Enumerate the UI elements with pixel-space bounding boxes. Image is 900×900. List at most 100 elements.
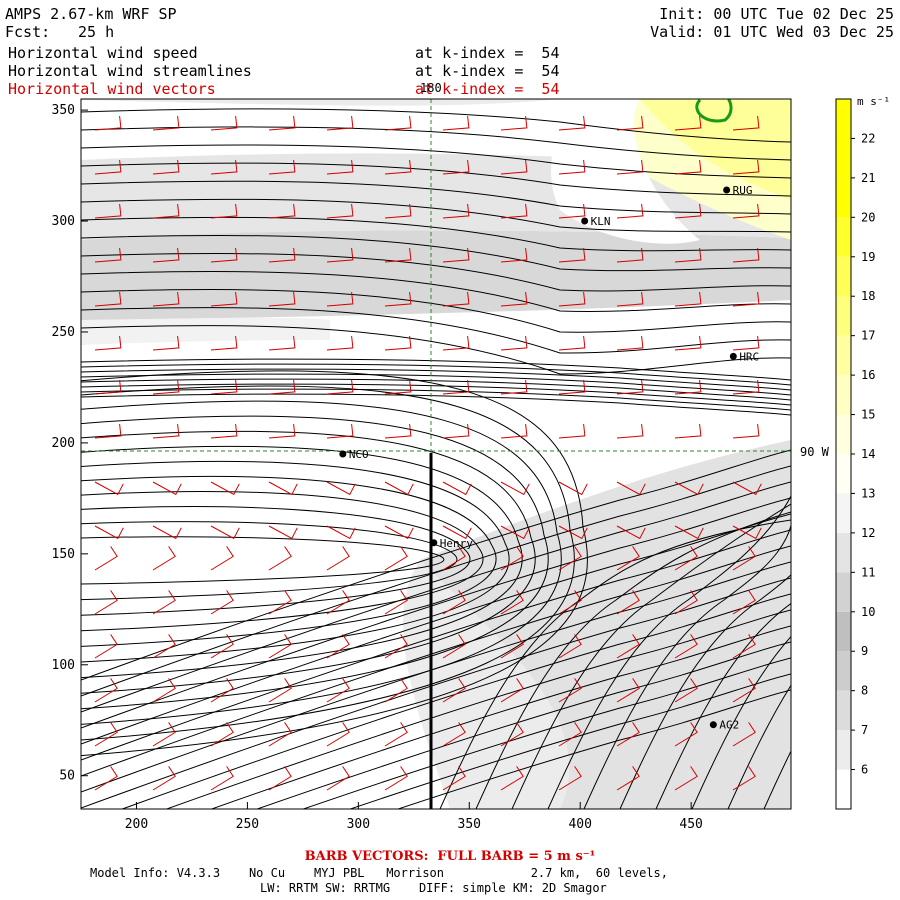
streamline-50 xyxy=(475,511,791,809)
station-dot-ag2 xyxy=(709,721,717,729)
streamline-51 xyxy=(511,503,791,809)
colorbar-segment-17 xyxy=(836,99,851,139)
streamline-12 xyxy=(81,325,791,375)
wind-barb-35 xyxy=(210,247,238,263)
wind-barb-10 xyxy=(94,546,118,571)
colorbar-segment-6 xyxy=(836,532,851,573)
streamline-43 xyxy=(165,609,791,809)
streamline-46 xyxy=(301,657,791,809)
wind-barb-109 xyxy=(442,678,466,703)
streamline-41 xyxy=(81,577,791,809)
wind-barb-71 xyxy=(326,423,354,439)
wind-barb-180 xyxy=(732,291,760,307)
wind-barb-39 xyxy=(210,423,238,439)
wind-barb-176 xyxy=(732,115,760,131)
forecast-label: Fcst: xyxy=(5,23,51,41)
wind-barb-187 xyxy=(732,590,756,615)
valid-time: Valid: 01 UTC Wed 03 Dec 25 xyxy=(650,23,894,41)
wind-barb-94 xyxy=(384,722,408,747)
station-dot-nco xyxy=(339,450,347,458)
wind-barb-154 xyxy=(616,546,640,571)
wind-barb-36 xyxy=(210,291,238,307)
wind-barb-29 xyxy=(152,678,176,703)
wind-barb-183 xyxy=(732,423,760,439)
wind-barb-141 xyxy=(558,678,582,703)
streamline-56 xyxy=(691,464,791,809)
wind-barb-18 xyxy=(152,203,180,219)
streamlines xyxy=(81,108,791,809)
field-streamlines-level: at k-index = 54 xyxy=(415,62,560,80)
wind-barb-168 xyxy=(674,481,704,496)
colorbar-segment-10 xyxy=(836,375,851,415)
wind-barb-5 xyxy=(94,335,122,351)
colorbar-label-9: 9 xyxy=(861,644,868,658)
y-tick-label-200: 200 xyxy=(52,436,75,451)
wind-barb-184 xyxy=(732,481,762,496)
wind-barb-133 xyxy=(558,335,586,351)
wind-barb-58 xyxy=(268,546,292,571)
wind-barb-179 xyxy=(732,247,760,263)
wind-barb-11 xyxy=(94,590,118,615)
wind-barb-79 xyxy=(326,766,350,791)
wind-barb-169 xyxy=(674,525,704,540)
colorbar-segment-12 xyxy=(836,296,851,336)
wind-barb-75 xyxy=(326,590,350,615)
wind-barb-87 xyxy=(384,423,412,439)
wind-barb-114 xyxy=(500,203,528,219)
wind-barb-17 xyxy=(152,159,180,175)
wind-barb-43 xyxy=(210,590,234,615)
wind-barb-67 xyxy=(326,247,354,263)
wind-barb-41 xyxy=(210,525,240,540)
wind-barb-65 xyxy=(326,159,354,175)
wind-barb-110 xyxy=(442,722,466,747)
wind-barb-97 xyxy=(442,159,470,175)
colorbar-label-21: 21 xyxy=(861,171,875,185)
field-vectors-level: at k-index = 54 xyxy=(415,80,560,98)
colorbar-label-8: 8 xyxy=(861,684,868,698)
wind-barb-37 xyxy=(210,335,238,351)
wind-barb-19 xyxy=(152,247,180,263)
wind-barb-30 xyxy=(152,722,176,747)
wind-barb-51 xyxy=(268,247,296,263)
wind-barb-95 xyxy=(384,766,408,791)
wind-barb-124 xyxy=(500,634,524,659)
wind-barb-46 xyxy=(210,722,234,747)
wind-barb-77 xyxy=(326,678,350,703)
wind-barb-6 xyxy=(94,379,122,395)
wind-barb-42 xyxy=(210,546,234,571)
wind-barb-69 xyxy=(326,335,354,351)
speed-band-7 xyxy=(600,99,791,240)
wind-barb-14 xyxy=(94,722,118,747)
wind-barb-106 xyxy=(442,546,466,571)
streamline-34 xyxy=(81,465,791,697)
wind-barb-103 xyxy=(442,423,470,439)
wind-barb-23 xyxy=(152,423,180,439)
streamline-52 xyxy=(547,495,791,809)
wind-barb-91 xyxy=(384,590,408,615)
streamline-5 xyxy=(81,198,791,233)
colorbar-segment-13 xyxy=(836,256,851,297)
streamline-1 xyxy=(81,126,791,161)
wind-barb-149 xyxy=(616,335,644,351)
wind-barbs xyxy=(94,115,762,791)
wind-barb-160 xyxy=(674,115,702,131)
field-vectors: Horizontal wind vectors xyxy=(8,80,216,98)
streamline-54 xyxy=(619,480,791,809)
colorbar-segment-11 xyxy=(836,335,851,376)
streamline-39 xyxy=(81,545,791,777)
wind-barb-108 xyxy=(442,634,466,659)
wind-barb-177 xyxy=(732,159,760,175)
wind-barb-126 xyxy=(500,722,524,747)
streamline-28 xyxy=(81,430,536,694)
wind-barb-44 xyxy=(210,634,234,659)
colorbar-segment-9 xyxy=(836,414,851,454)
wind-barb-80 xyxy=(384,115,412,131)
wind-barb-63 xyxy=(268,766,292,791)
wind-barb-33 xyxy=(210,159,238,175)
wind-barb-86 xyxy=(384,379,412,395)
wind-barb-115 xyxy=(500,247,528,263)
wind-barb-62 xyxy=(268,722,292,747)
forecast-hour: 25 h xyxy=(78,23,115,41)
x-axis-ticks: 200 250 300 350 400 450 xyxy=(125,802,703,832)
station-dot-hrc xyxy=(729,352,737,360)
